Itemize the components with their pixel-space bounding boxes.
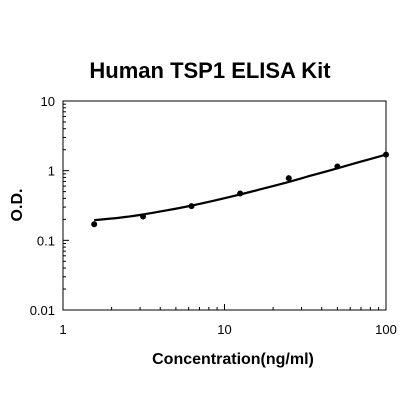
y-axis-ticks: 0.01 0.1 1 10	[30, 94, 69, 318]
chart-title: Human TSP1 ELISA Kit	[89, 58, 331, 83]
plot-frame	[62, 100, 387, 311]
plot-border	[62, 100, 387, 311]
data-point	[237, 190, 244, 197]
x-axis-title: Concentration(ng/ml)	[152, 351, 314, 368]
data-point	[91, 221, 98, 228]
data-point	[188, 203, 195, 210]
data-point	[285, 175, 292, 182]
x-tick-label: 100	[375, 322, 397, 337]
data-point	[383, 151, 389, 158]
x-axis-ticks: 1 10 100	[59, 304, 397, 337]
y-tick-label: 0.01	[30, 303, 55, 318]
y-tick-label: 0.1	[37, 233, 55, 248]
data-points-layer	[91, 151, 389, 228]
data-point	[334, 163, 341, 170]
fit-curve	[94, 153, 387, 222]
y-tick-label: 10	[41, 94, 55, 109]
data-point	[140, 213, 147, 220]
fit-curve-layer	[94, 153, 387, 222]
x-tick-label: 10	[217, 322, 231, 337]
x-tick-label: 1	[59, 322, 66, 337]
y-axis-title: O.D.	[9, 189, 26, 222]
y-tick-label: 1	[48, 164, 55, 179]
